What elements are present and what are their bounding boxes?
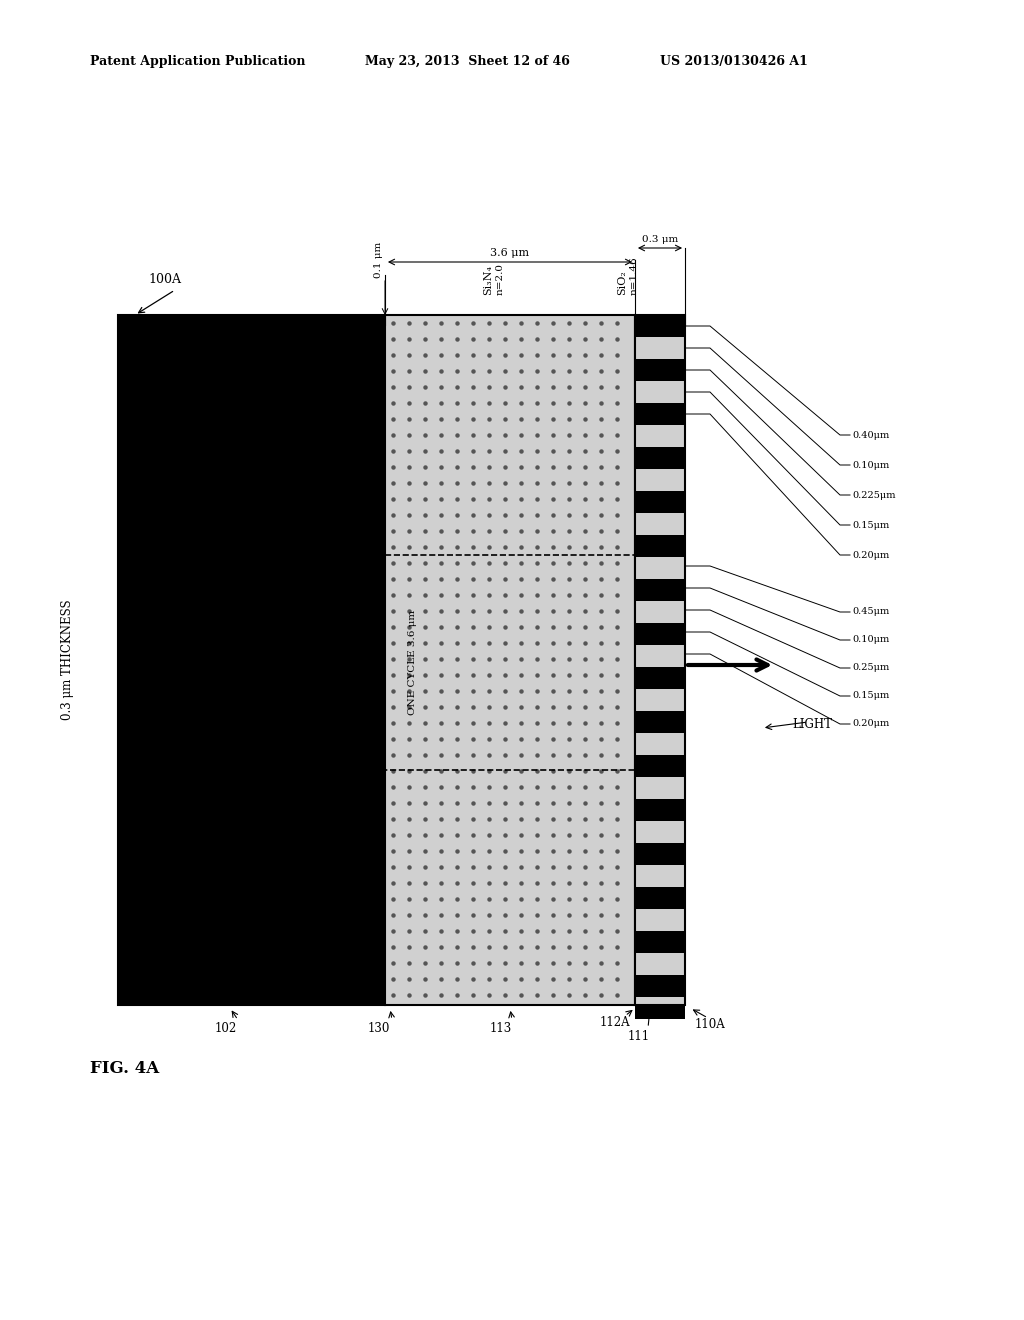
Text: 113: 113 <box>490 1022 512 1035</box>
Bar <box>635 359 685 381</box>
Text: 102: 102 <box>215 1022 238 1035</box>
Bar <box>118 315 385 1005</box>
Text: k=0.04: k=0.04 <box>272 356 310 366</box>
Text: Patent Application Publication: Patent Application Publication <box>90 55 305 69</box>
Bar <box>635 689 685 711</box>
Text: 0.45μm: 0.45μm <box>852 607 889 616</box>
Text: Si: Si <box>278 319 289 330</box>
Text: n=4.1: n=4.1 <box>272 342 304 351</box>
Bar <box>635 403 685 425</box>
Bar <box>635 557 685 579</box>
Text: LIGHT: LIGHT <box>792 718 831 731</box>
Bar <box>635 843 685 865</box>
Bar <box>635 601 685 623</box>
Text: 111: 111 <box>628 1030 650 1043</box>
Bar <box>635 315 685 337</box>
Bar <box>635 579 685 601</box>
Text: 0.10μm: 0.10μm <box>852 461 889 470</box>
Text: 0.20μm: 0.20μm <box>852 550 889 560</box>
Bar <box>635 799 685 821</box>
Text: 100A: 100A <box>148 273 181 286</box>
Bar <box>635 513 685 535</box>
Bar <box>635 865 685 887</box>
Bar <box>635 667 685 689</box>
Text: 110A: 110A <box>695 1018 726 1031</box>
Bar <box>635 931 685 953</box>
Text: US 2013/0130426 A1: US 2013/0130426 A1 <box>660 55 808 69</box>
Text: 3.6 μm: 3.6 μm <box>490 248 529 257</box>
Text: 0.15μm: 0.15μm <box>852 692 889 701</box>
Text: 0.40μm: 0.40μm <box>852 430 889 440</box>
Text: 0.225μm: 0.225μm <box>852 491 896 499</box>
Bar <box>635 755 685 777</box>
Bar <box>635 711 685 733</box>
Bar <box>635 425 685 447</box>
Text: 0.1 μm: 0.1 μm <box>374 242 383 279</box>
Text: May 23, 2013  Sheet 12 of 46: May 23, 2013 Sheet 12 of 46 <box>365 55 570 69</box>
Bar <box>635 645 685 667</box>
Bar <box>635 821 685 843</box>
Bar <box>635 623 685 645</box>
Bar <box>385 554 685 770</box>
Text: Si₃N₄: Si₃N₄ <box>483 265 493 294</box>
Bar <box>635 337 685 359</box>
Bar <box>635 997 685 1005</box>
Text: 0.3 μm THICKNESS: 0.3 μm THICKNESS <box>61 599 75 721</box>
Bar <box>635 733 685 755</box>
Text: 130: 130 <box>368 1022 390 1035</box>
Text: n=2.0: n=2.0 <box>496 263 505 294</box>
Bar <box>635 535 685 557</box>
Bar <box>635 777 685 799</box>
Text: FIG. 4A: FIG. 4A <box>90 1060 160 1077</box>
Text: ONE CYCLE 3.6 μm: ONE CYCLE 3.6 μm <box>408 610 417 715</box>
Bar <box>635 1005 685 1019</box>
Bar <box>385 315 635 1005</box>
Text: 0.3 μm: 0.3 μm <box>642 235 678 244</box>
Text: SiO₂: SiO₂ <box>617 271 627 294</box>
Bar <box>635 491 685 513</box>
Text: n=1.46: n=1.46 <box>630 256 639 294</box>
Text: 0.10μm: 0.10μm <box>852 635 889 644</box>
Text: 112A: 112A <box>600 1016 631 1030</box>
Bar <box>635 953 685 975</box>
Text: 0.25μm: 0.25μm <box>852 664 889 672</box>
Bar <box>635 975 685 997</box>
Bar <box>635 887 685 909</box>
Text: 0.20μm: 0.20μm <box>852 719 889 729</box>
Bar <box>635 315 685 1005</box>
Bar <box>635 909 685 931</box>
Bar <box>635 447 685 469</box>
Bar <box>635 381 685 403</box>
Text: 0.15μm: 0.15μm <box>852 520 889 529</box>
Bar <box>635 469 685 491</box>
